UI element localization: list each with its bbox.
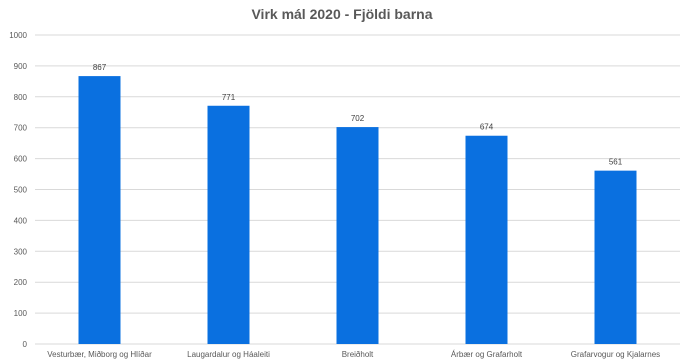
- x-axis-category-labels: Vesturbær, Miðborg og Hlíðar Laugardalur …: [47, 350, 660, 359]
- y-tick-label: 1000: [9, 31, 27, 40]
- y-tick-label: 500: [14, 186, 28, 195]
- x-category-label: Breiðholt: [342, 350, 374, 359]
- y-tick-label: 400: [14, 216, 28, 225]
- data-labels: 867 771 702 674 561: [93, 63, 623, 167]
- bar: [207, 105, 250, 344]
- y-tick-label: 100: [14, 309, 28, 318]
- bars: [78, 76, 637, 345]
- y-tick-label: 700: [14, 124, 28, 133]
- data-label: 674: [480, 123, 494, 132]
- bar: [465, 135, 508, 344]
- y-tick-label: 0: [23, 340, 28, 349]
- bar: [594, 170, 637, 344]
- data-label: 561: [609, 158, 623, 167]
- data-label: 867: [93, 63, 107, 72]
- x-category-label: Vesturbær, Miðborg og Hlíðar: [47, 350, 152, 359]
- x-category-label: Grafarvogur og Kjalarnes: [571, 350, 660, 359]
- y-tick-label: 600: [14, 155, 28, 164]
- y-tick-label: 900: [14, 62, 28, 71]
- y-tick-label: 800: [14, 93, 28, 102]
- y-tick-label: 300: [14, 247, 28, 256]
- y-axis-tick-labels: 0 100 200 300 400 500 600 700 800 900 1000: [9, 31, 27, 349]
- chart-title: Virk mál 2020 - Fjöldi barna: [251, 6, 433, 22]
- data-label: 771: [222, 93, 236, 102]
- x-category-label: Árbær og Grafarholt: [451, 350, 523, 359]
- bar: [78, 76, 121, 345]
- bar: [336, 127, 379, 344]
- y-tick-label: 200: [14, 278, 28, 287]
- x-category-label: Laugardalur og Háaleiti: [187, 350, 270, 359]
- data-label: 702: [351, 114, 365, 123]
